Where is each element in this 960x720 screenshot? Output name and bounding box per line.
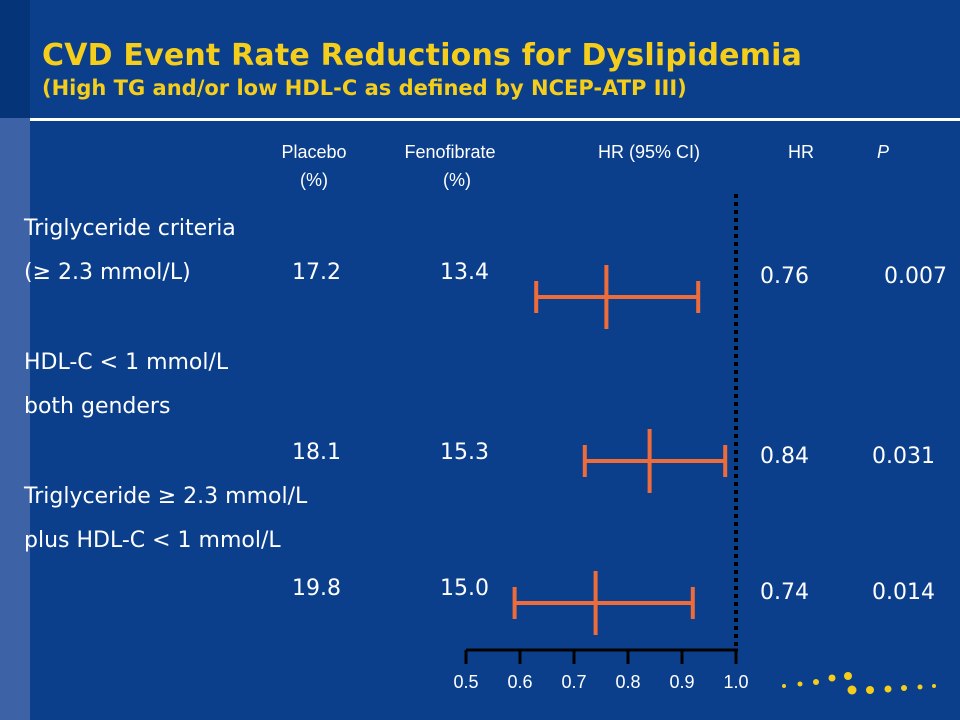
row2-label-line2: both genders <box>24 394 171 419</box>
slide-subtitle: (High TG and/or low HDL-C as defined by … <box>42 76 687 100</box>
row1-label-line1: Triglyceride criteria <box>24 216 236 241</box>
dot <box>797 681 803 687</box>
row2-label-line1: HDL-C < 1 mmol/L <box>24 350 229 375</box>
dot <box>932 684 936 688</box>
row3-p: 0.014 <box>872 580 935 605</box>
col-fenofibrate-unit: (%) <box>443 170 471 190</box>
row3-fenofibrate: 15.0 <box>440 576 489 601</box>
col-hr-ci-header: HR (95% CI) <box>597 142 700 162</box>
dot <box>917 684 923 690</box>
row2-p: 0.031 <box>872 444 935 469</box>
x-tick-label: 0.7 <box>561 672 587 692</box>
dot <box>884 685 892 693</box>
dot <box>847 685 857 695</box>
dot <box>828 674 836 682</box>
row2-fenofibrate: 15.3 <box>440 440 489 465</box>
row2-hr: 0.84 <box>760 444 809 469</box>
row3-label-line1: Triglyceride ≥ 2.3 mmol/L <box>24 484 308 509</box>
dot <box>813 679 819 685</box>
x-tick-label: 0.5 <box>453 672 479 692</box>
dot <box>866 686 874 694</box>
col-p-header: P <box>876 142 889 162</box>
header-band <box>0 0 960 118</box>
x-tick-label: 1.0 <box>723 672 749 692</box>
row3-placebo: 19.8 <box>292 576 341 601</box>
decorative-dots <box>782 672 936 695</box>
row3-label-line2: plus HDL-C < 1 mmol/L <box>24 528 281 553</box>
row1-hr: 0.76 <box>760 264 809 289</box>
left-panel <box>0 0 30 720</box>
row1-placebo: 17.2 <box>292 260 341 285</box>
x-tick-label: 0.9 <box>669 672 695 692</box>
dot <box>901 685 907 691</box>
title-divider <box>30 118 960 121</box>
x-axis-ticks <box>464 650 738 664</box>
col-placebo-label: Placebo <box>281 142 347 162</box>
row1-label-line2: (≥ 2.3 mmol/L) <box>24 260 191 285</box>
col-fenofibrate-header: Fenofibrate (%) <box>384 138 516 194</box>
row2-placebo: 18.1 <box>292 440 341 465</box>
row1-fenofibrate: 13.4 <box>440 260 489 285</box>
x-tick-label: 0.8 <box>615 672 641 692</box>
col-placebo-header: Placebo (%) <box>262 138 366 194</box>
col-placebo-unit: (%) <box>300 170 328 190</box>
header-corner <box>0 0 30 118</box>
slide-title: CVD Event Rate Reductions for Dyslipidem… <box>42 38 803 73</box>
row1-p: 0.007 <box>884 264 947 289</box>
dot <box>782 684 786 688</box>
col-fenofibrate-label: Fenofibrate <box>404 142 496 162</box>
col-hr-header: HR <box>788 142 814 162</box>
dot <box>844 672 852 680</box>
row3-hr: 0.74 <box>760 580 809 605</box>
hr-marks <box>512 265 728 635</box>
x-tick-label: 0.6 <box>507 672 533 692</box>
